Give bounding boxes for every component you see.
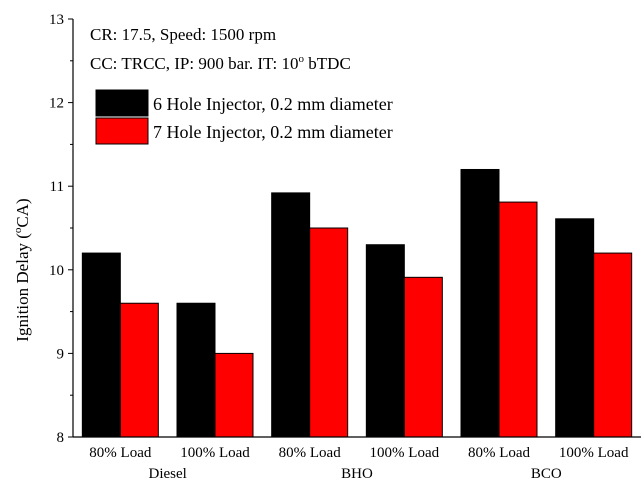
x-tick-label-5: 80% Load bbox=[468, 445, 531, 461]
axes-layer: 8 9 10 11 12 13 80% Load 100% Load 80% Load 100% … bbox=[49, 12, 641, 482]
legend-swatch-series-2 bbox=[95, 117, 149, 145]
legend-label-series-2: 7 Hole Injector, 0.2 mm diameter bbox=[153, 122, 393, 142]
y-tick-label-5: 12 bbox=[49, 96, 64, 112]
group-label-2: BHO bbox=[341, 466, 373, 482]
legend: 6 Hole Injector, 0.2 mm diameter 7 Hole … bbox=[95, 89, 393, 145]
bar-series-2-cat-3 bbox=[309, 227, 349, 438]
x-tick-label-1: 80% Load bbox=[89, 445, 152, 461]
legend-label-series-1: 6 Hole Injector, 0.2 mm diameter bbox=[153, 94, 393, 114]
y-tick-label-3: 10 bbox=[49, 263, 64, 279]
group-label-1: Diesel bbox=[149, 466, 187, 482]
y-tick-label-1: 8 bbox=[57, 430, 65, 446]
legend-swatch-series-1 bbox=[95, 89, 149, 117]
y-tick-label-6: 13 bbox=[49, 12, 64, 28]
x-tick-label-3: 80% Load bbox=[279, 445, 342, 461]
bar-series-1-cat-1 bbox=[81, 252, 121, 438]
annotation: CR: 17.5, Speed: 1500 rpm CC: TRCC, IP: … bbox=[90, 25, 351, 73]
bar-series-2-cat-2 bbox=[214, 352, 254, 438]
x-tick-label-2: 100% Load bbox=[180, 445, 250, 461]
bar-series-2-cat-4 bbox=[403, 276, 443, 438]
x-tick-label-6: 100% Load bbox=[559, 445, 629, 461]
y-axis-label: Ignition Delay (oCA) bbox=[12, 198, 32, 341]
x-tick-label-4: 100% Load bbox=[370, 445, 440, 461]
bar-series-1-cat-2 bbox=[176, 302, 216, 438]
annotation-line-2: CC: TRCC, IP: 900 bar. IT: 10o bTDC bbox=[90, 53, 351, 73]
bar-series-1-cat-4 bbox=[365, 244, 405, 438]
bar-series-1-cat-5 bbox=[460, 168, 500, 438]
bar-series-2-cat-1 bbox=[119, 302, 159, 438]
bar-series-2-cat-6 bbox=[593, 252, 633, 438]
y-tick-label-4: 11 bbox=[50, 179, 64, 195]
annotation-line-1: CR: 17.5, Speed: 1500 rpm bbox=[90, 25, 276, 44]
bars-layer bbox=[81, 168, 633, 438]
group-label-3: BCO bbox=[531, 466, 562, 482]
bar-series-2-cat-5 bbox=[498, 201, 538, 438]
y-tick-label-2: 9 bbox=[57, 346, 65, 362]
bar-series-1-cat-6 bbox=[555, 218, 595, 438]
bar-series-1-cat-3 bbox=[271, 192, 311, 438]
